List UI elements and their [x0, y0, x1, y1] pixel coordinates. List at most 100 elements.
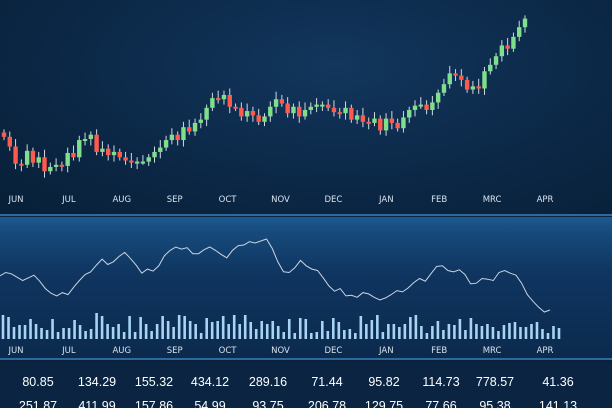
candle-body	[111, 151, 117, 156]
candle	[337, 107, 342, 119]
candle	[77, 135, 82, 162]
volume-bar	[519, 327, 522, 339]
month-tick-label: APR	[537, 346, 554, 356]
volume-bar	[45, 330, 49, 339]
candle-body	[308, 106, 314, 110]
volume-bar	[34, 324, 38, 339]
candle	[140, 155, 146, 165]
candle-body	[30, 150, 36, 163]
candle	[19, 159, 24, 172]
candles	[1, 15, 528, 178]
volume-bar	[304, 319, 308, 339]
candle	[493, 53, 499, 70]
candle-body	[522, 18, 528, 28]
candle	[48, 162, 53, 175]
candle-body	[123, 157, 128, 161]
month-tick-label: DEC	[324, 195, 342, 205]
candle	[285, 97, 290, 118]
candle	[250, 106, 256, 122]
candle-body	[239, 107, 244, 117]
volume-bar	[122, 332, 126, 339]
candle-body	[297, 106, 302, 117]
candle-body	[106, 148, 111, 156]
candle	[100, 141, 105, 157]
volume-bar	[40, 328, 43, 339]
candle	[441, 78, 447, 96]
candle-body	[1, 132, 7, 137]
candle-body	[441, 84, 447, 93]
volume-bar	[486, 324, 489, 339]
candle-body	[268, 106, 273, 117]
volume-bar	[106, 324, 109, 339]
candle	[256, 108, 261, 126]
volume-bar	[155, 324, 159, 339]
volume-bar	[398, 327, 401, 339]
candle-body	[435, 92, 441, 103]
candle-body	[470, 86, 476, 90]
candle	[175, 131, 180, 146]
candle-body	[210, 98, 215, 108]
volume-bar	[111, 327, 115, 339]
ticker-value: 434.12	[190, 375, 230, 389]
candle-body	[360, 115, 366, 122]
candle-body	[129, 160, 134, 163]
volume-bar	[216, 321, 219, 339]
candle	[511, 32, 516, 52]
volume-bar	[205, 318, 208, 339]
volume-bar	[62, 328, 65, 339]
volume-bar	[376, 315, 379, 339]
candle	[106, 144, 111, 161]
candle	[470, 80, 476, 94]
ticker-value: 129.75	[364, 399, 404, 408]
candle-body	[447, 73, 452, 85]
candle-body	[233, 106, 238, 109]
volume-bar	[387, 324, 390, 339]
panel-divider	[0, 358, 612, 360]
volume-bar	[276, 326, 280, 339]
candle	[464, 76, 470, 93]
volume-bar	[89, 329, 93, 339]
candle-body	[395, 122, 400, 129]
volume-bar	[535, 322, 539, 339]
candle-body	[71, 152, 76, 158]
volume-bar	[425, 333, 429, 339]
volume-bar	[161, 316, 164, 339]
candle	[522, 15, 528, 33]
candle-body	[320, 104, 325, 107]
candle-body	[158, 147, 163, 152]
volume-bar	[243, 315, 247, 339]
month-tick-label: OCT	[219, 195, 238, 205]
candle	[146, 154, 151, 166]
volume-bar	[464, 330, 467, 339]
candle	[198, 113, 204, 129]
volume-bar	[354, 333, 357, 339]
volume-bar	[508, 323, 511, 339]
month-tick-label: NOV	[271, 346, 290, 356]
candle-body	[181, 127, 186, 141]
candle-body	[77, 140, 82, 158]
candle-body	[314, 104, 319, 107]
candle	[499, 40, 505, 62]
candle-body	[482, 71, 487, 89]
candle	[134, 157, 140, 170]
candle-body	[291, 106, 296, 114]
candle	[94, 129, 99, 156]
candle	[459, 69, 464, 87]
month-tick-label: FEB	[431, 195, 447, 205]
candle	[13, 139, 18, 170]
candle	[187, 119, 192, 135]
volume-bar	[282, 332, 286, 339]
volume-bar	[51, 319, 54, 339]
month-tick-label: SEP	[167, 195, 183, 205]
ticker-value: 77.66	[425, 399, 457, 408]
candle	[383, 113, 389, 136]
volume-bar	[480, 326, 484, 339]
candle-body	[175, 134, 180, 141]
candle	[7, 131, 12, 151]
volume-bars	[1, 313, 561, 339]
volume-bar	[541, 329, 544, 339]
candle	[210, 92, 215, 112]
volume-bar	[56, 332, 60, 339]
candle-body	[13, 146, 18, 164]
volume-bar	[210, 322, 214, 339]
